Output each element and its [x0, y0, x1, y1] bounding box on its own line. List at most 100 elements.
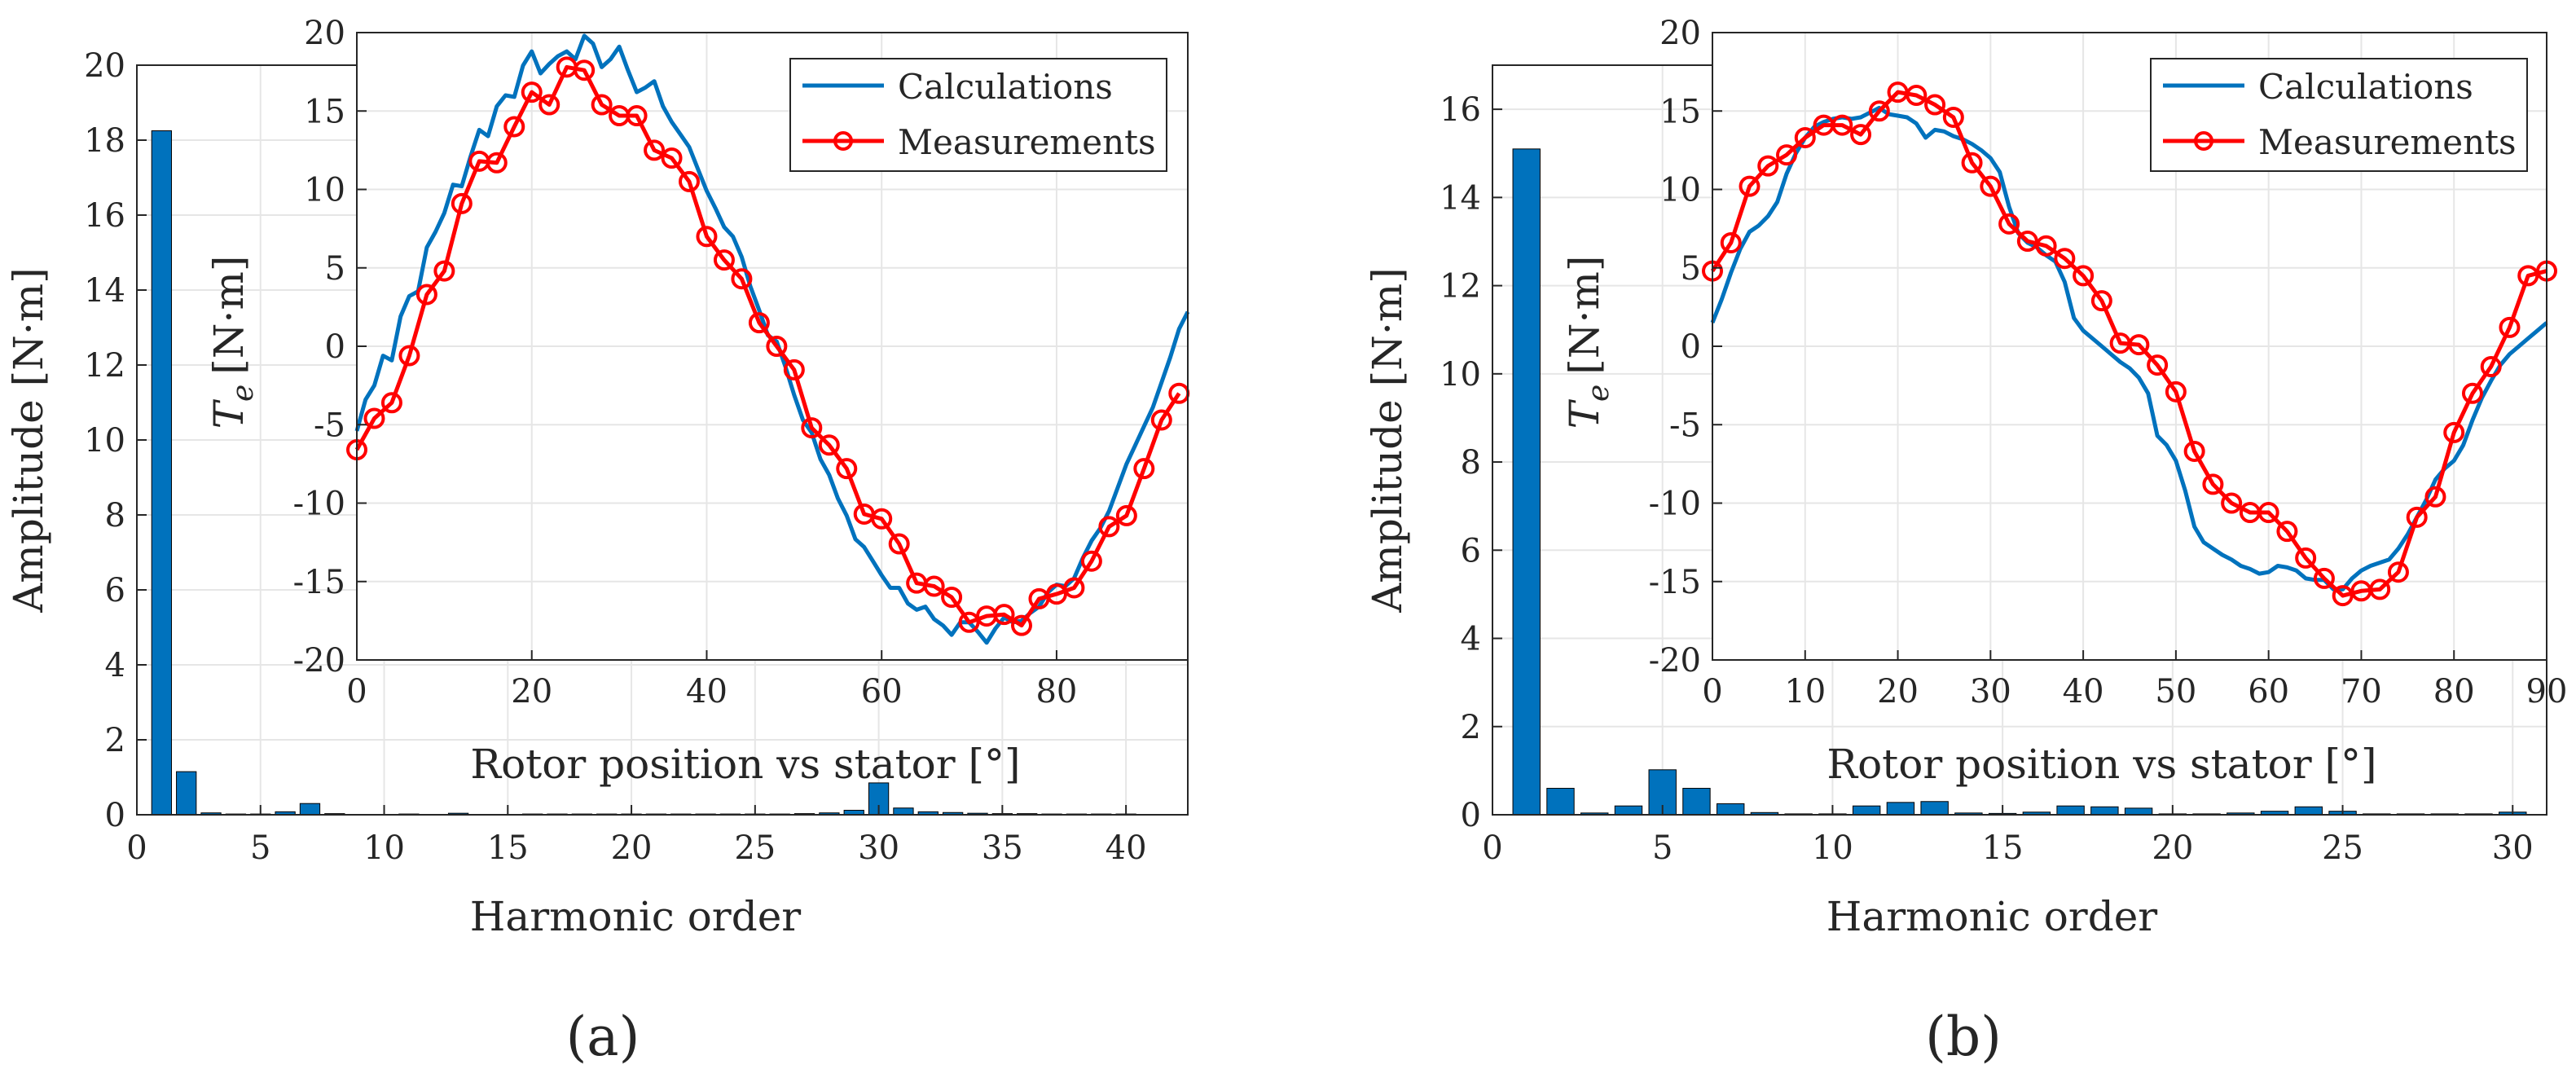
panel-b-inset-x-tick-label: 60 [2248, 673, 2289, 710]
panel-a-inset-plot: 0 20 40 60 80 -20 -15 -10 -5 0 5 10 15 20 Rotor posi… [205, 15, 1190, 788]
panel-b-inset-y-ticks: -20 -15 -10 -5 0 5 10 15 20 [1649, 15, 1722, 680]
panel-b-inset-x-ticks: 0 10 20 30 40 50 60 70 80 90 [1702, 650, 2567, 710]
panel-b-inset-y-tick-label: -15 [1649, 564, 1701, 601]
panel-a-measurements-marker [661, 147, 683, 169]
panel-b-measurements-marker [2480, 356, 2502, 378]
panel-a-measurements-marker [644, 139, 666, 161]
panel-a-inset-y-tick-label: 10 [304, 172, 345, 209]
panel-b-legend-box [2150, 58, 2528, 172]
panel-a-inset-series [346, 33, 1190, 645]
panel-a-inset-y-tick-label: 0 [325, 328, 345, 366]
panel-b-legend-measurements-marker [2194, 131, 2213, 151]
panel-b-bar-7 [1716, 803, 1745, 816]
panel-b-measurements-marker [1906, 85, 1928, 106]
panel-b-inset-x-tick-label: 40 [2063, 673, 2104, 710]
panel-a-measurements-marker [783, 358, 805, 380]
panel-b-inset-series [1702, 81, 2557, 607]
panel-b-measurements-marker [1924, 94, 1946, 116]
panel-a-measurements-marker [486, 152, 508, 174]
panel-b-calculations-line [1710, 105, 2548, 592]
panel-a-main-x-tick-label: 20 [611, 829, 653, 867]
panel-b-bar-11 [1852, 805, 1881, 816]
panel-a-main-y-tick-label: 8 [105, 497, 125, 534]
panel-a-main-y-tick-label: 14 [84, 272, 125, 310]
panel-b-measurements-marker [2517, 265, 2539, 287]
panel-b-inset-y-label-subscript: e [1582, 385, 1615, 402]
panel-b-inset-x-axis-label: Rotor position vs stator [°] [1826, 741, 2376, 788]
panel-a-measurements-marker [363, 407, 385, 429]
panel-a-measurements-marker [1080, 550, 1102, 572]
panel-b-main-x-tick-label: 25 [2322, 829, 2363, 867]
panel-b-inset-x-tick-label: 90 [2526, 673, 2568, 710]
panel-b-bar-24 [2294, 806, 2323, 816]
panel-b-inset-y-tick-label: 15 [1659, 93, 1701, 130]
panel-a-main-y-tick-label: 2 [105, 722, 125, 759]
panel-a-measurements-marker [923, 575, 945, 597]
panel-a-main-x-tick-label: 10 [363, 829, 405, 867]
panel-b-inset-y-tick-label: -10 [1649, 486, 1701, 523]
panel-b-main-x-tick-label: 15 [1982, 829, 2024, 867]
panel-b-inset-plot: 0 10 20 30 40 50 60 70 80 90 -20-15-10-505101520 … [1561, 15, 2567, 788]
panel-b-main-x-tick-label: 0 [1482, 829, 1502, 867]
panel-a-measurements-marker [766, 336, 788, 357]
panel-a-measurements-marker [398, 345, 420, 367]
panel-b-main-y-tick-label: 14 [1440, 179, 1481, 217]
panel-a-inset-y-label-subscript: e [226, 385, 260, 402]
panel-b-measurements-marker [2443, 421, 2465, 443]
panel-b-label: (b) [1925, 1005, 2002, 1068]
panel-b-bar-2 [1546, 788, 1575, 816]
panel-a-main-y-axis-label: Amplitude [N·m] [5, 267, 52, 613]
panel-b-inset-y-tick-label: 0 [1681, 328, 1701, 366]
panel-a-measurements-marker [801, 417, 823, 439]
panel-b-inset-y-label-symbol: T [1561, 398, 1608, 429]
panel-a-measurements-marker [1133, 458, 1155, 480]
panel-a-legend-box [789, 58, 1167, 172]
panel-b-inset-x-tick-label: 0 [1702, 673, 1722, 710]
panel-a-measurements-line [354, 64, 1181, 628]
panel-b-legend-measurements-label: Measurements [2258, 122, 2517, 162]
panel-b-measurements-marker [2332, 585, 2354, 607]
panel-b-measurements-marker [1942, 106, 1964, 128]
panel-b-measurements-marker [2165, 380, 2187, 402]
panel-b-measurements-marker [2090, 290, 2112, 312]
panel-b-inset-x-tick-label: 10 [1784, 673, 1826, 710]
panel-a-measurements-marker [451, 192, 473, 214]
panel-a-inset-y-tick-label: 5 [325, 250, 345, 288]
panel-b-measurements-marker [2054, 248, 2076, 270]
panel-b-inset-y-tick-label: -5 [1669, 407, 1701, 444]
panel-a-inset-y-tick-label: -20 [293, 642, 345, 680]
panel-b-bar-4 [1614, 805, 1643, 816]
panel-a-measurements-marker [696, 226, 718, 248]
panel-a-measurements-marker [1063, 577, 1085, 599]
panel-a-measurements-marker [503, 116, 525, 138]
panel-a-measurements-marker [591, 94, 613, 116]
panel-b-measurements-marker [2276, 521, 2298, 543]
panel-b-measurements-marker [1757, 155, 1779, 177]
panel-a-measurements-marker [1098, 516, 1120, 538]
panel-b-measurements-marker [1850, 124, 1872, 146]
panel-a-bar-31 [893, 807, 914, 816]
panel-a-inset-x-tick-label: 20 [511, 673, 552, 710]
panel-a-main-y-ticks: 0 2 4 6 8 10 12 14 16 18 20 [84, 47, 147, 834]
panel-b-measurements-marker [2424, 486, 2446, 508]
panel-b-measurements-marker [1961, 152, 1983, 174]
panel-a-bar-2 [176, 771, 197, 816]
panel-b-measurements-marker [2406, 506, 2428, 528]
panel-b-measurements-marker [2221, 492, 2243, 514]
panel-b-main-x-axis-label: Harmonic order [1826, 893, 2158, 940]
panel-a-legend: Calculations Measurements [789, 58, 1167, 172]
panel-b-inset-x-tick-label: 50 [2155, 673, 2196, 710]
panel-b-measurements-marker [2295, 547, 2317, 569]
panel-a-measurements-marker [1150, 409, 1172, 431]
panel-b-inset-x-tick-label: 70 [2341, 673, 2382, 710]
panel-b-inset-y-tick-label: 5 [1681, 250, 1701, 288]
panel-a-measurements-marker [888, 533, 910, 555]
panel-b-main-x-tick-label: 30 [2492, 829, 2534, 867]
panel-a-main-y-tick-label: 6 [105, 572, 125, 609]
panel-a-main-y-tick-label: 0 [105, 797, 125, 834]
panel-a-main-y-tick-label: 12 [84, 347, 125, 385]
panel-b-measurements-marker [2461, 382, 2483, 404]
panel-b-measurements-marker [1776, 144, 1798, 166]
panel-b-main-x-tick-label: 5 [1652, 829, 1673, 867]
panel-b-main-y-tick-label: 0 [1461, 797, 1481, 834]
